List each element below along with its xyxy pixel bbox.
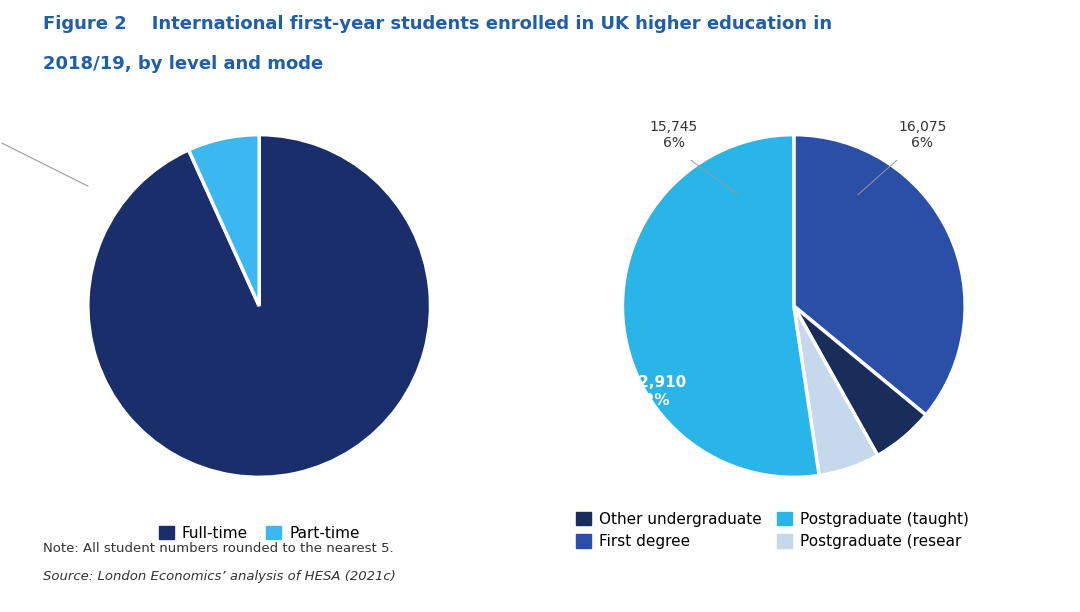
Wedge shape [189, 135, 259, 306]
Text: 142,910
52%: 142,910 52% [618, 376, 687, 408]
Wedge shape [794, 135, 966, 415]
Text: Figure 2    International first-year students enrolled in UK higher education in: Figure 2 International first-year studen… [43, 15, 833, 33]
Text: 15,745
6%: 15,745 6% [650, 121, 698, 151]
Wedge shape [87, 135, 431, 477]
Text: 2018/19, by level and mode: 2018/19, by level and mode [43, 55, 323, 73]
Legend: Full-time, Part-time: Full-time, Part-time [152, 520, 366, 547]
Wedge shape [622, 135, 819, 477]
Wedge shape [794, 306, 926, 455]
Text: 98,190
36%: 98,190 36% [786, 513, 845, 545]
Text: 16,075
6%: 16,075 6% [899, 121, 946, 151]
Legend: Other undergraduate, First degree, Postgraduate (taught), Postgraduate (resear: Other undergraduate, First degree, Postg… [570, 506, 975, 556]
Text: Source: London Economics’ analysis of HESA (2021c): Source: London Economics’ analysis of HE… [43, 570, 396, 583]
Text: Note: All student numbers rounded to the nearest 5.: Note: All student numbers rounded to the… [43, 542, 394, 554]
Wedge shape [794, 306, 878, 476]
